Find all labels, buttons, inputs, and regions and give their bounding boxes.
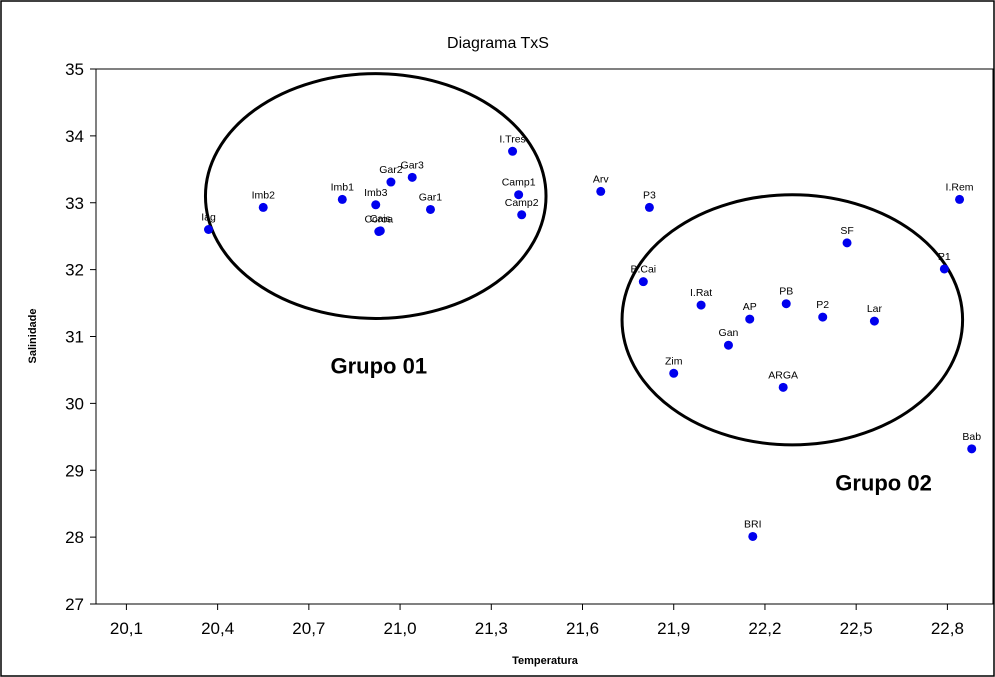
data-point [869, 316, 879, 326]
x-tick-label: 21,6 [566, 619, 599, 638]
data-point [337, 194, 347, 204]
data-point [778, 382, 788, 392]
data-point [644, 202, 654, 212]
data-point [696, 300, 706, 310]
chart-title: Diagrama TxS [447, 35, 549, 52]
point-label: Bab [962, 431, 981, 443]
group-ellipses [203, 72, 965, 447]
point-label: Imb1 [331, 181, 355, 193]
x-tick-label: 22,5 [840, 619, 873, 638]
group-label: Grupo 01 [330, 353, 427, 378]
x-tick-label: 22,8 [931, 619, 964, 638]
y-tick-label: 29 [65, 461, 84, 480]
y-tick-label: 30 [65, 394, 84, 413]
point-label: Cais [370, 213, 391, 225]
point-label: Imb3 [364, 187, 388, 199]
point-label: ARGA [768, 369, 798, 381]
y-tick-label: 35 [65, 60, 84, 79]
point-label: Camp2 [505, 197, 539, 209]
data-point [669, 368, 679, 378]
data-point [371, 200, 381, 210]
point-label: I.Rem [946, 181, 974, 193]
y-axis: 27 28 29 30 31 32 33 34 35 [65, 60, 96, 614]
data-point [425, 204, 435, 214]
point-label: P3 [643, 189, 656, 201]
point-label: Imb2 [252, 189, 276, 201]
point-label: Iag [201, 212, 216, 224]
point-label: Gan [719, 327, 739, 339]
x-tick-label: 20,1 [110, 619, 143, 638]
point-label: P1 [938, 251, 951, 263]
point-label: P2 [816, 299, 829, 311]
group-ellipse [620, 193, 965, 447]
data-point [508, 146, 518, 156]
data-point [745, 314, 755, 324]
point-label: Gar2 [379, 164, 403, 176]
point-label: Arv [593, 173, 610, 185]
data-point [842, 238, 852, 248]
y-tick-label: 28 [65, 528, 84, 547]
x-axis-label: Temperatura [512, 655, 579, 667]
y-tick-label: 33 [65, 194, 84, 213]
data-point [386, 177, 396, 187]
group-annotations: Grupo 01 Grupo 02 [330, 353, 931, 495]
y-tick-label: 32 [65, 261, 84, 280]
point-label: B.Cai [630, 264, 656, 276]
point-label: Coroa [364, 214, 393, 226]
y-tick-label: 34 [65, 127, 84, 146]
point-label: BRI [744, 518, 762, 530]
group-label: Grupo 02 [835, 470, 932, 495]
data-point [818, 312, 828, 322]
point-label: Gar1 [419, 191, 443, 203]
data-point [781, 299, 791, 309]
data-point [723, 340, 733, 350]
data-point [967, 444, 977, 454]
data-point [596, 186, 606, 196]
y-tick-label: 31 [65, 328, 84, 347]
point-label: I.Tres [499, 133, 525, 145]
data-point [514, 190, 524, 200]
data-point [955, 194, 965, 204]
group-ellipse [203, 72, 548, 320]
data-point [748, 531, 758, 541]
point-label: Lar [867, 303, 883, 315]
data-point [517, 210, 527, 220]
x-tick-label: 20,7 [292, 619, 325, 638]
data-point [939, 264, 949, 274]
point-label: Zim [665, 355, 683, 367]
point-label: Camp1 [502, 177, 536, 189]
point-label: Gar3 [401, 159, 425, 171]
data-point [407, 172, 417, 182]
point-label: SF [840, 225, 853, 237]
point-label: PB [779, 286, 793, 298]
x-axis: 20,1 20,4 20,7 21,0 21,3 21,6 21,9 22,2 22,5 22,8 [110, 604, 964, 638]
y-tick-label: 27 [65, 595, 84, 614]
data-point [374, 227, 384, 237]
point-label: I.Rat [690, 287, 712, 299]
point-label: AP [743, 301, 757, 313]
x-tick-label: 21,9 [657, 619, 690, 638]
x-tick-label: 21,0 [384, 619, 417, 638]
y-axis-label: Salinidade [27, 308, 39, 363]
x-tick-label: 21,3 [475, 619, 508, 638]
x-tick-label: 20,4 [201, 619, 234, 638]
data-point [638, 277, 648, 287]
data-point [258, 202, 268, 212]
data-point [204, 225, 214, 234]
x-tick-label: 22,2 [748, 619, 781, 638]
